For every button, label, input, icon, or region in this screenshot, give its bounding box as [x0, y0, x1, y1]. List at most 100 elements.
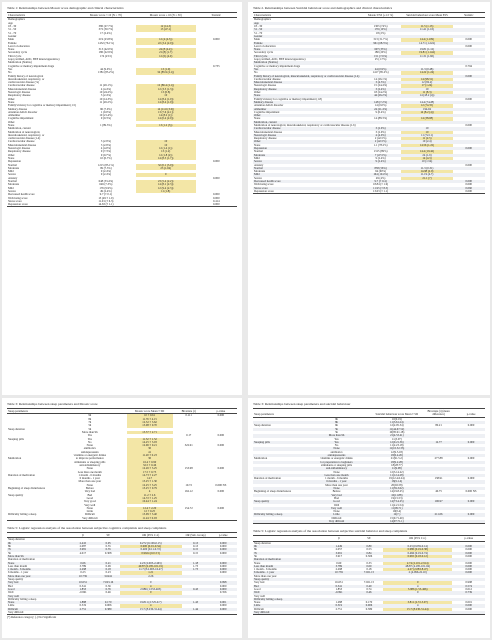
table-cell	[96, 554, 120, 559]
table-cell: 11(3.61.24)	[373, 421, 421, 425]
table-cell: 0.09	[355, 564, 383, 569]
table-cell	[452, 160, 485, 164]
table-cell: vitamins or energetic drinks	[320, 457, 353, 461]
table-cell: 80.21	[435, 424, 442, 428]
table-cell	[401, 186, 453, 190]
table-cell: 14 (8.4 (1.0))	[135, 100, 196, 105]
table-cell	[420, 460, 458, 464]
row-label: Depression score	[253, 189, 360, 195]
table-cell	[382, 611, 453, 616]
table-cell	[420, 480, 458, 484]
table-cell: 22 (3.4 (2.0))	[135, 41, 196, 45]
table-cell	[420, 487, 458, 491]
table-cell: 0.170	[365, 601, 373, 605]
table-cell: 21.1 (7)	[401, 176, 453, 181]
row-label: Female	[253, 41, 360, 45]
table-row: Duration of medication 1 month - 6 months…	[7, 473, 237, 478]
table-cell: 13.08 ± 0.70	[126, 424, 173, 428]
table-cell: 14 (4.3)	[401, 156, 453, 161]
table-cell: 648 (53.4%)	[98, 180, 114, 184]
table-cell	[452, 100, 485, 105]
table-cell: 9.7 (± 0.4)	[359, 180, 402, 184]
table-row: Well-being score 18.84 (± 1.9) 0.000	[253, 183, 485, 186]
table-cell: 16(9.1.4)	[373, 480, 421, 484]
table-cell: 14 (0.0%)	[374, 104, 387, 108]
table-row: Sleeping pills Yes 12(0.21.36) 12.77 0.000	[253, 440, 485, 445]
row-label: Respiratory disease	[253, 87, 360, 92]
row-label: Stress score	[253, 186, 360, 190]
table-cell: 0.000	[452, 545, 485, 549]
table-cell: 14 (8.2 (4))	[401, 110, 453, 115]
row-label: Attention deficit disorder	[8, 110, 38, 114]
row-label: Medication	[8, 457, 22, 461]
table-cell	[181, 581, 210, 585]
table-cell: 1.73	[193, 564, 199, 568]
row-label: Severe	[8, 189, 16, 193]
column-header: Statistic	[452, 11, 485, 19]
table-row: None 1.288 0.170 3.811 (2.72-5.97) 0.001	[253, 601, 485, 605]
table-cell: 13 (47.1)	[135, 28, 196, 32]
row-label: Normal	[8, 180, 17, 184]
table-cell: 13 (1.2)	[135, 150, 196, 154]
table-row: Family's history for cognitive or memory…	[7, 104, 237, 107]
table-row: None 11(10.52.33)	[253, 447, 485, 451]
table-cell: 1.44	[181, 607, 210, 611]
table-cell	[172, 516, 205, 521]
column-header: p-value	[209, 531, 237, 539]
table-cell: 322.91	[184, 444, 193, 448]
table-row: Mild 176 (9.9%) 12 (9.4 (2.3))	[7, 186, 237, 190]
table-cell: 0.000	[465, 607, 472, 611]
table-cell: 11(2.21.54)	[390, 503, 404, 507]
table-row: Little 0.519 0.006 4 0.000	[7, 604, 237, 608]
table-cell: 0.000	[452, 189, 485, 195]
row-label	[253, 427, 300, 431]
table-cell: 10 (21.4%)	[99, 114, 113, 118]
table-cell: 14 (8.2 (1))	[135, 114, 196, 118]
table-row: Musculoskeletal disease 3 (4.5%) 12 (82.2)	[253, 81, 485, 85]
row-label: musculoskeletal, respiratory, or	[8, 77, 45, 81]
table-cell: None	[333, 470, 340, 474]
table-cell: 313 (31.7%)	[373, 38, 388, 42]
table-row: 7h 3.091 0.84 0.466 (0.19-0.74) 0.000	[253, 551, 485, 555]
table-row: 5h 11(44.67.52)	[253, 427, 485, 431]
table-row: Moderate 94 (60%) 14.98 (2.9)	[253, 170, 485, 174]
row-label	[253, 447, 300, 451]
table-cell: Difficult	[331, 516, 342, 520]
table-row: Very well 11(09.71)	[253, 506, 485, 511]
table-cell: 25 (1.7%)	[374, 58, 387, 62]
table-cell: 3 (2.9%)	[375, 130, 386, 134]
table-cell: 1 (0.0%)	[100, 110, 111, 114]
table-cell	[452, 67, 485, 72]
table-row: Musculoskeletal disease 3 (2.9%) 10	[7, 143, 237, 148]
row-label: Medication (Statins)	[8, 61, 32, 65]
table-cell: 0.000	[217, 490, 225, 494]
column-header: Mosaic score ≥ 10 (N = 30)	[135, 11, 196, 19]
table-cell: 18.84 (± 1.9)	[373, 183, 389, 187]
table-row: Medication of neurological, musculoskele…	[253, 124, 485, 127]
table-row: 51 - 70 18 (2%)	[253, 32, 485, 35]
table-row: Memory disease 96 (7.0%) 14 (11.6 (3.0))	[7, 107, 237, 111]
column-header: Mosaic score < 10 (N = 70)	[76, 11, 136, 19]
table-cell: 0.170	[96, 601, 120, 605]
table-cell: 9	[135, 173, 196, 177]
table-cell: 14.4 (19.42)	[401, 150, 453, 154]
row-label: Little	[8, 604, 15, 608]
table-cell	[452, 61, 485, 65]
table-cell: 0.000	[209, 548, 237, 552]
table-cell	[420, 434, 458, 438]
table-cell	[420, 421, 458, 425]
table-cell	[457, 460, 485, 464]
table-cell	[355, 578, 383, 582]
row-label: Duration of medication	[254, 477, 281, 481]
row-label: Cognitive or memory impairment drugs	[254, 64, 301, 68]
row-label: Gap (certified, ADC, BEP intern/apprenti…	[8, 58, 60, 62]
row-label: Age	[253, 21, 360, 26]
table-cell	[96, 611, 120, 616]
table-cell: 5h	[88, 424, 92, 428]
table-cell	[452, 48, 485, 52]
table-cell: 0	[382, 591, 453, 595]
table-cell: 11.91 (± 6.3)	[98, 199, 114, 203]
row-label: None	[254, 561, 261, 565]
table-row: 8h 2.087 0.55 0.900 (0.01-0.34) 0.13 0.000	[7, 545, 237, 549]
table-cell	[457, 480, 485, 484]
